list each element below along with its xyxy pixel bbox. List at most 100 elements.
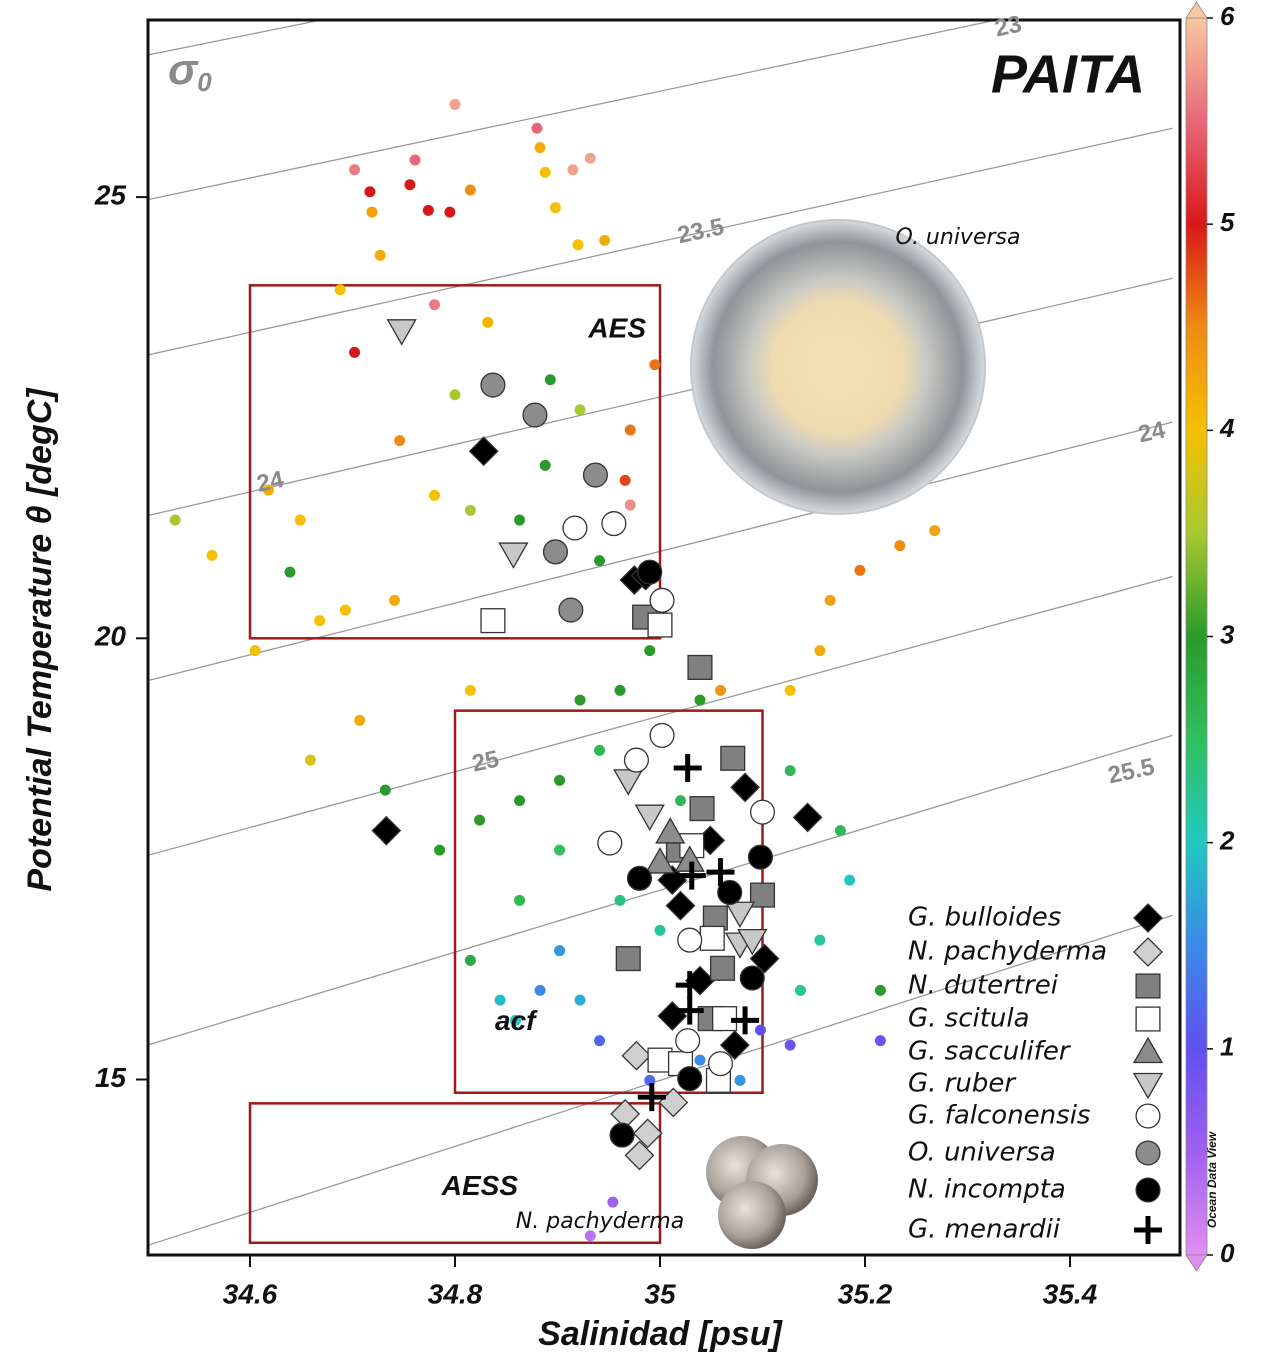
species-marker: [675, 1028, 701, 1054]
isopycnal-symbol: σ0: [168, 45, 212, 97]
data-point: [404, 179, 416, 191]
data-point: [554, 945, 566, 957]
data-point: [714, 684, 726, 696]
data-point: [304, 754, 316, 766]
x-tick-label: 35.2: [838, 1278, 893, 1309]
data-point: [675, 795, 686, 807]
colorbar-tick-label: 3: [1220, 619, 1235, 649]
species-markers: [371, 319, 823, 1171]
data-point: [349, 164, 361, 176]
isopycnal-label: 23: [992, 11, 1024, 43]
data-point: [599, 234, 611, 246]
data-point: [649, 359, 661, 371]
species-marker: [749, 943, 780, 974]
x-tick-label: 34.8: [428, 1278, 483, 1309]
species-marker: [719, 1030, 750, 1061]
data-point: [567, 164, 579, 176]
species-marker: [386, 319, 417, 346]
legend-label: G. bulloides: [908, 903, 1061, 933]
colorbar-tick-label: 5: [1220, 207, 1235, 237]
data-point: [534, 984, 546, 996]
colorbar-label: Ocean Data View: [1205, 1131, 1219, 1228]
data-point: [379, 784, 391, 796]
y-tick-label: 25: [94, 179, 127, 210]
chart-title: PAITA: [991, 44, 1145, 104]
legend-label: G. sacculifer: [908, 1037, 1072, 1067]
species-marker: [655, 817, 686, 844]
species-marker: [623, 747, 649, 773]
species-marker: [739, 965, 765, 991]
species-marker: [699, 925, 725, 951]
data-point: [314, 615, 326, 627]
data-point: [482, 316, 494, 328]
data-point: [409, 154, 421, 166]
o-universa-photo: [690, 219, 986, 515]
region-box: [248, 284, 662, 640]
data-point: [464, 184, 476, 196]
data-point: [539, 166, 551, 178]
species-marker: [720, 745, 746, 771]
species-marker: [709, 955, 736, 981]
data-point: [349, 346, 361, 358]
data-point: [531, 122, 543, 134]
data-point: [509, 1014, 521, 1026]
data-point: [494, 994, 506, 1006]
species-marker: [621, 1040, 652, 1071]
data-point: [366, 206, 378, 218]
n-pachyderma-photo: [706, 1136, 818, 1249]
legend-symbol: [1132, 1036, 1164, 1064]
data-point: [614, 894, 626, 906]
species-marker: [634, 804, 665, 831]
species-marker: [562, 515, 588, 541]
colorbar-tick-label: 2: [1219, 826, 1235, 856]
data-point: [644, 645, 656, 657]
species-marker: [657, 1001, 688, 1031]
legend-label: G. falconensis: [908, 1101, 1090, 1131]
isopycnal-symbol-base: σ: [168, 45, 199, 94]
species-marker: [749, 882, 776, 908]
isopycnal-line: [148, 914, 1173, 1246]
legend-symbol: [1135, 1006, 1161, 1032]
data-point: [844, 874, 856, 886]
data-point: [374, 249, 386, 261]
species-marker: [706, 858, 735, 887]
region-label: AESS: [441, 1170, 519, 1201]
isopycnal-label: 25.5: [1106, 753, 1157, 789]
data-point: [249, 645, 261, 657]
species-marker: [613, 769, 644, 796]
species-marker: [665, 890, 696, 921]
data-point: [624, 424, 636, 436]
data-point: [554, 844, 566, 856]
species-marker: [582, 462, 608, 488]
data-point: [422, 204, 434, 216]
isopycnal-label: 23.5: [675, 213, 726, 249]
data-point: [464, 504, 476, 516]
species-marker: [647, 612, 673, 638]
species-marker: [737, 928, 768, 956]
x-axis-title: Salinidad [psu]: [538, 1315, 783, 1353]
legend-label: G. menardii: [908, 1215, 1061, 1245]
data-point: [464, 954, 476, 966]
legend-symbol: [1133, 937, 1163, 967]
data-point: [929, 525, 941, 537]
data-point: [464, 684, 476, 696]
data-point: [169, 514, 181, 526]
colored-points: [169, 98, 941, 1242]
x-tick-label: 35.4: [1043, 1278, 1098, 1309]
species-marker: [675, 971, 704, 1000]
data-point: [354, 714, 366, 726]
species-marker: [749, 799, 776, 825]
data-point: [584, 152, 596, 164]
isopycnal-line: [148, 127, 1173, 356]
data-point: [544, 374, 556, 386]
data-point: [607, 1196, 619, 1208]
data-point: [784, 684, 796, 696]
legend-label: O. universa: [908, 1138, 1056, 1168]
data-point: [824, 594, 836, 606]
species-marker: [689, 796, 715, 822]
data-point: [364, 186, 376, 198]
species-marker: [707, 1051, 734, 1077]
species-marker: [644, 847, 676, 874]
data-point: [624, 499, 636, 511]
